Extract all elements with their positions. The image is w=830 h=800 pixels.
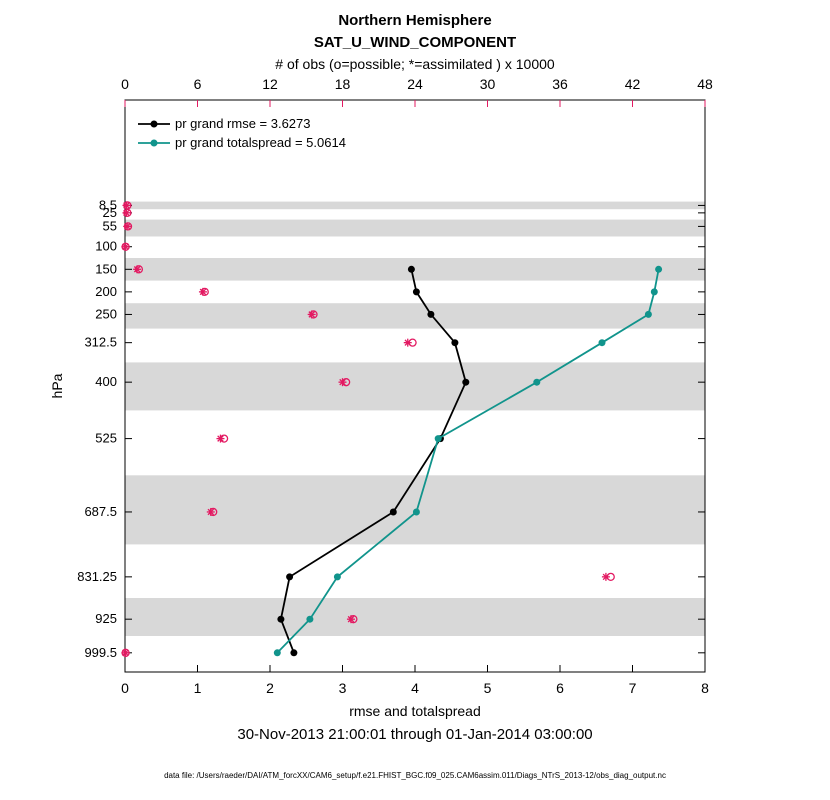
obs-assimilated-marker xyxy=(121,242,130,251)
obs-assimilated-marker xyxy=(121,648,130,657)
rmse-marker xyxy=(277,615,285,623)
totalspread-marker xyxy=(333,573,341,581)
legend-label-totalspread: pr grand totalspread = 5.0614 xyxy=(175,135,346,150)
obs-assimilated-marker xyxy=(216,434,225,443)
pressure-tick-label: 312.5 xyxy=(84,335,117,350)
chart-title-region: Northern Hemisphere xyxy=(338,12,491,29)
pressure-tick-label: 100 xyxy=(95,239,117,254)
obs-assimilated-marker xyxy=(403,338,412,347)
y-axis-label: hPa xyxy=(49,373,65,398)
data-file-footer: data file: /Users/raeder/DAI/ATM_forcXX/… xyxy=(164,771,666,780)
pressure-tick-label: 400 xyxy=(95,374,117,389)
rmse-marker xyxy=(290,649,298,657)
pressure-tick-label: 150 xyxy=(95,261,117,276)
data-series xyxy=(273,265,663,657)
pressure-tick-label: 525 xyxy=(95,431,117,446)
x-top-tick-label: 48 xyxy=(697,76,713,92)
totalspread-marker xyxy=(644,310,652,318)
pressure-tick-label: 925 xyxy=(95,611,117,626)
totalspread-marker xyxy=(306,615,314,623)
legend-sample-marker xyxy=(150,120,158,128)
pressure-tick-label: 200 xyxy=(95,284,117,299)
totalspread-marker xyxy=(655,265,663,273)
rmse-marker xyxy=(389,508,397,516)
legend-label-rmse: pr grand rmse = 3.6273 xyxy=(175,116,311,131)
x-bottom-tick-label: 5 xyxy=(484,680,492,696)
pressure-tick-label: 25 xyxy=(103,205,117,220)
pressure-band xyxy=(125,201,705,210)
shaded-pressure-bands xyxy=(125,201,705,636)
x-bottom-tick-label: 0 xyxy=(121,680,129,696)
totalspread-marker xyxy=(412,508,420,516)
x-top-tick-label: 36 xyxy=(552,76,568,92)
x-axis-label: rmse and totalspread xyxy=(349,703,481,719)
obs-assimilated-marker xyxy=(338,378,347,387)
totalspread-marker xyxy=(598,339,606,347)
legend: pr grand rmse = 3.6273 pr grand totalspr… xyxy=(138,116,346,150)
legend-line-samples xyxy=(138,120,170,147)
obs-assimilated-marker xyxy=(601,572,610,581)
rmse-marker xyxy=(412,288,420,296)
x-top-tick-label: 42 xyxy=(625,76,641,92)
x-bottom-tick-label: 1 xyxy=(194,680,202,696)
obs-assimilated-marker xyxy=(123,222,132,231)
x-bottom-tick-label: 4 xyxy=(411,680,419,696)
pressure-band xyxy=(125,303,705,329)
obs-assimilated-marker xyxy=(122,201,131,210)
pressure-band xyxy=(125,598,705,636)
x-top-tick-label: 0 xyxy=(121,76,129,92)
obs-assimilated-marker xyxy=(346,615,355,624)
totalspread-line xyxy=(276,269,660,654)
totalspread-marker xyxy=(533,378,541,386)
x-top-tick-label: 30 xyxy=(480,76,496,92)
axis-tick-labels: 0 1 2 3 4 5 6 7 80 6 12 18 24 30 36 42 488.5255510015020… xyxy=(77,76,713,696)
pressure-band xyxy=(125,219,705,237)
obs-assimilated-marker xyxy=(198,287,207,296)
x-top-tick-label: 18 xyxy=(335,76,351,92)
pressure-tick-label: 687.5 xyxy=(84,504,117,519)
totalspread-marker xyxy=(434,435,442,443)
obs-count-markers xyxy=(121,201,615,657)
x-bottom-tick-label: 2 xyxy=(266,680,274,696)
x-bottom-tick-label: 3 xyxy=(339,680,347,696)
date-caption: 30-Nov-2013 21:00:01 through 01-Jan-2014… xyxy=(237,726,592,743)
pressure-tick-label: 831.25 xyxy=(77,569,117,584)
rmse-line xyxy=(279,269,467,654)
pressure-band xyxy=(125,258,705,281)
obs-assimilated-marker xyxy=(206,507,215,516)
rmse-marker xyxy=(462,378,470,386)
x-top-tick-label: 12 xyxy=(262,76,278,92)
x-top-tick-label: 6 xyxy=(194,76,202,92)
x-top-tick-label: 24 xyxy=(407,76,423,92)
rmse-marker xyxy=(451,339,459,347)
chart-title-variable: SAT_U_WIND_COMPONENT xyxy=(314,34,516,51)
rmse-marker xyxy=(427,310,435,318)
x-bottom-tick-label: 6 xyxy=(556,680,564,696)
obs-assimilated-marker xyxy=(122,208,131,217)
obs-assimilated-marker xyxy=(133,265,142,274)
x-bottom-tick-label: 8 xyxy=(701,680,709,696)
pressure-tick-label: 55 xyxy=(103,218,117,233)
pressure-tick-label: 8.5 xyxy=(99,197,117,212)
obs-assimilated-marker xyxy=(307,310,316,319)
totalspread-marker xyxy=(273,649,281,657)
legend-sample-marker xyxy=(150,139,158,147)
top-axis-label: # of obs (o=possible; *=assimilated ) x … xyxy=(275,56,555,72)
pressure-tick-label: 250 xyxy=(95,306,117,321)
rmse-marker xyxy=(286,573,294,581)
pressure-tick-label: 999.5 xyxy=(84,645,117,660)
totalspread-marker xyxy=(650,288,658,296)
x-bottom-tick-label: 7 xyxy=(629,680,637,696)
pressure-band xyxy=(125,362,705,411)
rmse-marker xyxy=(407,265,415,273)
